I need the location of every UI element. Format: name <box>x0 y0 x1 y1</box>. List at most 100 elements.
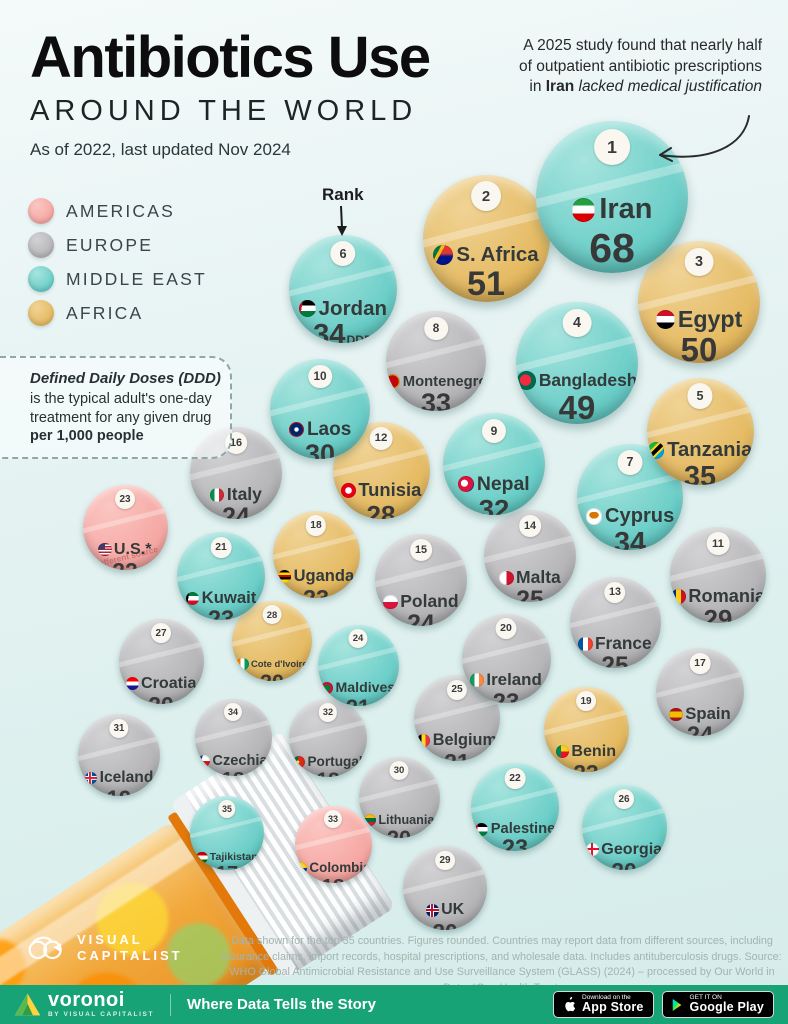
pill-label-row: Romania <box>670 586 765 607</box>
country-value: 20 <box>432 919 457 931</box>
pill-label-row: Croatia <box>125 674 196 693</box>
apple-icon <box>565 996 576 1012</box>
voronoi-logo: voronoi BY VISUAL CAPITALIST <box>14 990 154 1019</box>
google-play-small-text: GET IT ON <box>689 993 722 1001</box>
voronoi-icon <box>14 993 41 1016</box>
legend-label: MIDDLE EAST <box>66 268 207 289</box>
country-name: Montenegro <box>402 373 486 390</box>
dateline: As of 2022, last updated Nov 2024 <box>30 140 291 159</box>
rank-badge: 33 <box>323 809 343 828</box>
flag-jordan-icon <box>298 300 316 317</box>
country-name: Tajikistan <box>209 851 258 864</box>
country-name: Laos <box>306 418 352 440</box>
country-name: Uganda <box>293 566 355 585</box>
flag-uganda-icon <box>277 569 292 584</box>
rank-badge: 7 <box>617 449 643 475</box>
country-pill-egypt: 3 Egypt 50 <box>638 241 760 363</box>
country-pill-palestine: 22 Palestine 23 <box>471 763 559 851</box>
pill-label-row: Uganda <box>277 566 355 586</box>
country-name: U.S.* <box>113 539 152 558</box>
app-store-big-text: App Store <box>582 1000 644 1015</box>
flag-colombia-icon <box>295 861 308 874</box>
country-name: Benin <box>571 741 617 760</box>
pill-label-row: Montenegro <box>386 374 486 390</box>
iran-annotation: A 2025 study found that nearly half of o… <box>510 36 762 98</box>
country-name: Tunisia <box>358 479 422 501</box>
value-unit: DDD <box>346 333 373 343</box>
country-value: 35 <box>683 460 717 485</box>
flag-iceland-icon <box>84 771 98 785</box>
ddd-body: is the typical adult's one-day treatment… <box>30 391 212 426</box>
country-pill-france: 13 France 25 <box>569 576 661 668</box>
country-pill-croatia: 27 Croatia20 <box>118 618 204 704</box>
country-pill-tunisia: 12 Tunisia 28 <box>332 421 430 519</box>
app-store-small-text: Download on the <box>582 993 631 1001</box>
country-value: 50 <box>680 331 718 363</box>
pill-label-row: Iran <box>571 193 652 226</box>
country-name: Spain <box>685 704 731 724</box>
country-value: 32 <box>478 494 510 515</box>
flag-u-s-icon <box>98 542 112 556</box>
pill-label-row: Belgium <box>417 731 497 750</box>
country-value: 18 <box>321 875 344 883</box>
google-play-icon <box>672 998 681 1011</box>
middle-east-swatch-icon <box>28 266 54 292</box>
pill-label-row: Jordan <box>298 297 387 321</box>
ddd-body-bold: per 1,000 people <box>30 428 144 445</box>
country-pill-u-s: 23U.S.*22*Different source <box>82 484 168 570</box>
page-subtitle: AROUND THE WORLD <box>30 95 418 127</box>
country-name: S. Africa <box>456 242 539 266</box>
rank-badge: 14 <box>519 515 541 537</box>
pill-label-row: Spain <box>669 704 731 724</box>
region-legend: AMERICAS EUROPE MIDDLE EAST AFRICA <box>28 198 207 334</box>
europe-swatch-icon <box>28 232 54 258</box>
header: Antibiotics Use AROUND THE WORLD As of 2… <box>30 24 431 160</box>
country-pill-spain: 17 Spain24 <box>656 648 744 736</box>
flag-poland-icon <box>383 594 398 610</box>
flag-belgium-icon <box>417 733 431 748</box>
pill-label-row: Tunisia <box>340 479 422 501</box>
country-value: 21 <box>444 749 470 761</box>
country-name: Cyprus <box>605 505 675 528</box>
rank-label: Rank <box>322 185 364 204</box>
store-badges: Download on the App Store <box>553 991 774 1018</box>
pill-label-row: Tajikistan <box>196 851 258 864</box>
ddd-title: Defined Daily Doses (DDD) <box>30 370 221 387</box>
pill-label-row: Georgia <box>585 839 663 859</box>
google-play-badge[interactable]: GET IT ON Google Play <box>661 991 774 1018</box>
country-name: Georgia <box>601 839 663 858</box>
rank-badge: 30 <box>389 760 409 781</box>
flag-kuwait-icon <box>185 591 200 606</box>
annotation-italic: lacked medical justification <box>574 78 762 96</box>
voronoi-sub-label: BY VISUAL CAPITALIST <box>48 1011 155 1019</box>
country-name: Tanzania <box>667 439 753 462</box>
country-value: 30 <box>305 439 335 459</box>
country-value: 25 <box>516 587 544 602</box>
legend-item-americas: AMERICAS <box>28 198 207 224</box>
flag-maldives-icon <box>320 681 334 695</box>
pill-label-row: France <box>578 633 652 654</box>
bottom-bar: voronoi BY VISUAL CAPITALIST Where Data … <box>0 985 788 1024</box>
country-pill-belgium: 25 Belgium21 <box>414 675 500 761</box>
country-name: Bangladesh <box>538 369 638 390</box>
rank-badge: 13 <box>604 581 626 603</box>
pill-label-row: Egypt <box>655 306 742 333</box>
country-name: Malta <box>516 567 561 588</box>
country-value: 23 <box>492 688 520 703</box>
country-value: 29 <box>703 605 733 623</box>
legend-item-europe: EUROPE <box>28 232 207 258</box>
legend-label: AMERICAS <box>66 200 176 221</box>
country-name: Palestine <box>490 821 556 838</box>
flag-palestine-icon <box>474 822 489 837</box>
flag-laos-icon <box>288 421 305 438</box>
app-store-badge[interactable]: Download on the App Store <box>553 991 654 1018</box>
country-pill-iceland: 31 Iceland19 <box>78 714 160 796</box>
country-pill-kuwait: 21 Kuwait23 <box>177 532 265 620</box>
pill-label-row: Poland <box>383 591 459 612</box>
country-value: 49 <box>558 389 596 424</box>
country-name: Nepal <box>476 472 530 495</box>
country-name: Italy <box>226 484 262 505</box>
country-name: UK <box>441 901 465 919</box>
country-name: Portugal <box>307 754 363 770</box>
rank-badge: 6 <box>330 240 356 267</box>
